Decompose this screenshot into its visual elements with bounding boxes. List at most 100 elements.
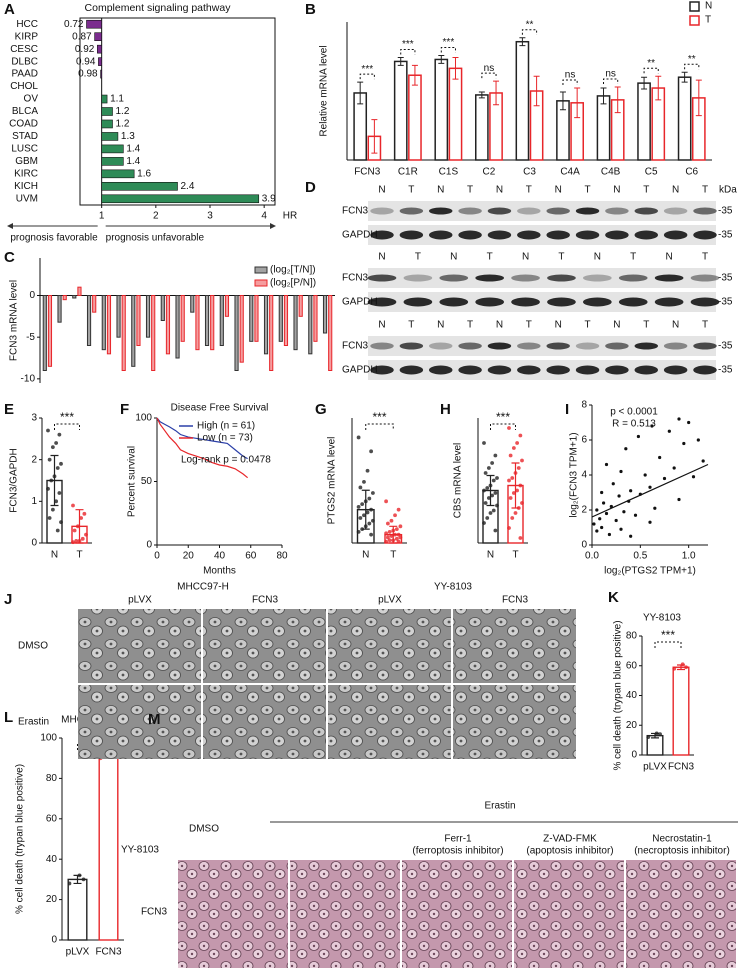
y-tick-label: 1 [31,496,37,507]
data-point [595,529,599,533]
bar [101,132,119,141]
inhibitor-name: Ferr-1 [444,834,472,845]
data-point [46,486,50,491]
significance-label: ns [484,63,495,74]
blot-band [547,274,576,282]
lane-label: N [378,320,385,331]
error-bar [411,64,418,86]
data-point [495,503,499,508]
bar [239,295,244,363]
panel-letter: B [305,1,316,18]
data-point [687,420,691,425]
blot-band [690,297,720,307]
significance-bracket [562,79,578,86]
blot-band [428,230,453,240]
micrograph [514,860,624,968]
data-point [358,485,363,490]
data-point [362,479,366,484]
blot-band [693,207,717,215]
data-point [672,466,676,470]
bar [101,157,124,166]
legend-label: High (n = 61) [197,421,255,432]
blot-band [654,297,684,307]
x-tick-label: 1 [99,211,105,222]
x-tick-label: FCN3 [95,947,122,958]
lane-label: T [643,320,649,331]
y-tick-label: 40 [626,690,638,701]
data-point [393,532,397,537]
marker-label: -35 [718,273,733,284]
error-bar [519,37,526,47]
bar [328,295,333,371]
data-point [604,462,609,467]
panel-letter: J [4,591,12,608]
value-label: 1.2 [116,119,130,130]
data-point [511,491,516,495]
chart-title: YY-8103 [643,613,681,624]
blot-band [693,365,717,375]
bar [121,295,126,371]
error-bar [533,75,540,107]
error-bar [438,55,445,64]
micrograph [290,860,400,968]
blot-band [439,297,469,307]
data-point [47,516,52,520]
blot-band [582,297,612,307]
bar [165,295,171,355]
bar [101,194,260,204]
y-tick-label: 0 [631,750,637,761]
data-point [67,881,72,886]
bar [408,74,422,161]
bar [249,295,254,342]
data-point [384,531,388,536]
error-bar [600,87,607,105]
x-tick-label: N [51,550,58,561]
lane-label: N [496,320,503,331]
category-label: OV [24,94,39,105]
data-point [491,478,496,483]
bar [677,76,692,161]
y-tick-label: 0 [29,290,35,301]
legend-label: N [705,1,712,12]
blot-band [575,230,600,240]
data-point [515,441,520,445]
data-point [493,528,498,533]
data-point [396,507,401,512]
data-point [46,428,50,433]
x-tick-label: 80 [276,551,288,562]
category-label: STAD [12,131,38,142]
y-tick-label: 20 [46,894,58,905]
bar [86,19,102,29]
data-point [393,513,397,518]
legend-label: (log₂[T/N]) [270,265,316,276]
blot-band [575,207,600,215]
significance-bracket [521,29,538,35]
bar [106,295,112,355]
x-tick-label: C5 [645,167,658,178]
x-tick-label: C4A [560,167,580,178]
error-bar [641,76,648,90]
value-label: 1.4 [126,144,140,155]
bar [101,169,135,179]
data-point [701,459,705,463]
significance-label: *** [372,410,386,424]
data-point [672,666,677,671]
marker-label: -35 [718,297,733,308]
value-label: 0.72 [64,19,84,30]
band-label: GAPDH [342,230,378,241]
blot-band [487,365,512,375]
lane-label: T [702,320,708,331]
data-point [57,432,62,437]
lane-label: T [467,320,473,331]
x-tick-label: N [362,550,369,561]
micrograph [203,685,326,759]
bar [210,295,215,351]
plot-frame [79,17,276,206]
legend-label: (log₂[P/N]) [270,278,316,289]
lane-label: T [558,252,564,263]
data-point [80,536,85,541]
blot-band [605,342,629,350]
data-point [369,507,374,512]
value-label: 0.87 [72,31,92,42]
